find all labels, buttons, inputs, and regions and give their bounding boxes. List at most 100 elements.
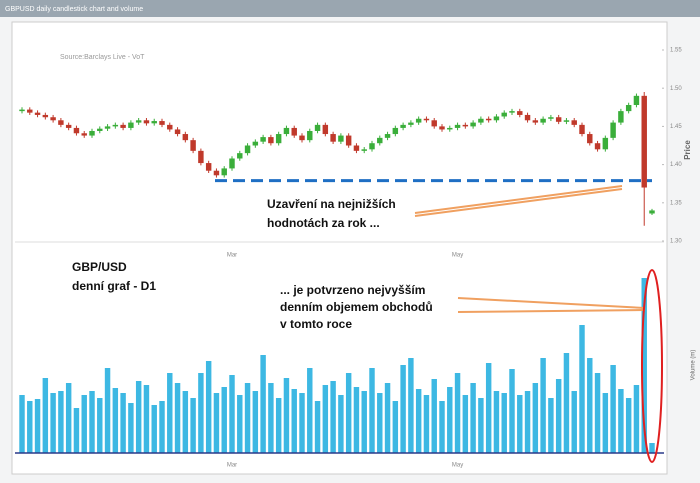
volume-bar xyxy=(493,391,500,453)
volume-bar xyxy=(104,368,111,453)
candle-body xyxy=(439,126,445,130)
candle-body xyxy=(112,124,119,127)
candle-body xyxy=(345,135,352,146)
volume-bar xyxy=(299,393,305,453)
candle-body xyxy=(34,112,41,115)
volume-bar xyxy=(330,381,336,453)
candle-body xyxy=(314,124,321,131)
candle-body xyxy=(423,118,430,121)
volume-bar xyxy=(260,355,266,453)
candle-body xyxy=(602,137,609,150)
candle-body xyxy=(89,130,95,136)
candle-body xyxy=(555,117,562,122)
candle-body xyxy=(493,116,500,121)
pointer-line xyxy=(414,185,623,214)
candle-body xyxy=(447,127,453,130)
volume-bar xyxy=(174,383,181,453)
candle-body xyxy=(291,127,297,136)
volume-bar xyxy=(540,358,546,453)
volume-bar xyxy=(415,389,422,453)
candle-body xyxy=(338,135,344,142)
candle-body xyxy=(501,112,507,117)
volume-bar xyxy=(548,398,554,453)
candle-body xyxy=(587,134,593,144)
candle-body xyxy=(182,134,189,141)
volume-bar xyxy=(532,383,539,453)
candle-body xyxy=(65,124,72,128)
volume-bar xyxy=(65,383,72,453)
y-tick-label: 1.30 xyxy=(670,239,682,245)
volume-bar xyxy=(252,391,259,453)
volume-bar xyxy=(128,403,134,453)
volume-bar xyxy=(462,395,469,453)
annotation: GBP/USD xyxy=(72,260,127,274)
candle-body xyxy=(610,122,616,138)
volume-bar xyxy=(307,368,313,453)
volume-bar xyxy=(649,443,655,453)
volume-bar xyxy=(50,393,56,453)
candle-body xyxy=(307,130,313,141)
volume-bar xyxy=(353,387,360,453)
candle-body xyxy=(229,158,235,169)
volume-bar xyxy=(42,378,49,453)
volume-bar xyxy=(579,325,585,453)
candle-body xyxy=(174,129,181,135)
candle-body xyxy=(579,124,585,135)
annotation: Uzavření na nejnižších xyxy=(267,197,396,211)
candle-body xyxy=(485,118,492,121)
candle-body xyxy=(517,111,523,115)
candle-body xyxy=(159,121,165,125)
candle-body xyxy=(625,105,632,112)
volume-bar xyxy=(361,391,367,453)
volume-bar xyxy=(205,361,212,453)
volume-bar xyxy=(447,387,453,453)
volume-bar xyxy=(229,375,235,453)
candle-body xyxy=(563,120,570,122)
volume-bar xyxy=(182,391,189,453)
candle-body xyxy=(275,134,282,144)
candle-body xyxy=(470,122,476,127)
candle-body xyxy=(135,120,142,123)
candle-body xyxy=(392,127,399,135)
volume-bar xyxy=(275,398,282,453)
pointer-line xyxy=(414,188,623,217)
volume-bar xyxy=(571,391,577,453)
volume-bar xyxy=(384,383,391,453)
volume-bar xyxy=(34,399,41,453)
candle-body xyxy=(50,117,56,121)
y-axis-label: Volume (m) xyxy=(691,350,697,381)
volume-bar xyxy=(587,358,593,453)
candle-body xyxy=(462,124,469,127)
candle-body xyxy=(330,134,336,142)
candle-body xyxy=(384,134,391,138)
y-tick-label: 1.45 xyxy=(670,124,682,130)
volume-bar xyxy=(19,395,25,453)
candle-body xyxy=(454,124,461,128)
candle-body xyxy=(167,124,173,130)
candle-body xyxy=(509,111,515,113)
candle-body xyxy=(221,168,227,176)
volume-bar xyxy=(563,353,570,453)
volume-bar xyxy=(322,385,329,453)
volume-bar xyxy=(237,395,243,453)
candle-body xyxy=(618,111,624,123)
candle-body xyxy=(353,145,360,151)
y-tick-label: 1.50 xyxy=(670,86,682,92)
annotation: hodnotách za rok ... xyxy=(267,216,380,230)
volume-bar xyxy=(517,395,523,453)
candle-body xyxy=(252,141,259,146)
candle-body xyxy=(299,135,305,141)
candle-body xyxy=(104,126,111,129)
candle-body xyxy=(190,140,196,151)
volume-bar xyxy=(135,381,142,453)
volume-bar xyxy=(143,385,150,453)
volume-bar xyxy=(610,365,616,453)
volume-bar xyxy=(338,395,344,453)
candle-body xyxy=(540,118,546,123)
x-tick-label: Mar xyxy=(227,253,237,259)
volume-bar xyxy=(594,373,601,453)
candle-body xyxy=(260,137,266,142)
candle-body xyxy=(237,153,243,159)
candle-body xyxy=(42,114,49,118)
